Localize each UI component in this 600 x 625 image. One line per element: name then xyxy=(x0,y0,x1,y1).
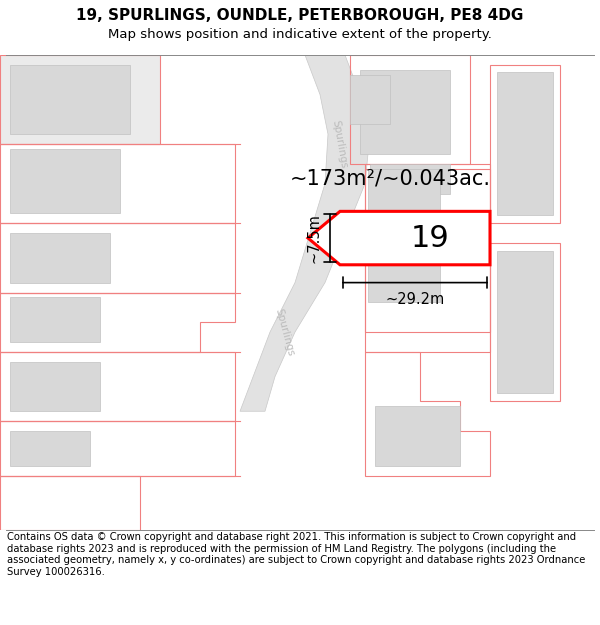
Polygon shape xyxy=(497,251,553,394)
Text: 19, SPURLINGS, OUNDLE, PETERBOROUGH, PE8 4DG: 19, SPURLINGS, OUNDLE, PETERBOROUGH, PE8… xyxy=(76,8,524,23)
Polygon shape xyxy=(375,406,460,466)
Polygon shape xyxy=(10,65,130,134)
Text: Map shows position and indicative extent of the property.: Map shows position and indicative extent… xyxy=(108,28,492,41)
Polygon shape xyxy=(10,233,110,282)
Polygon shape xyxy=(308,211,490,265)
Polygon shape xyxy=(368,169,440,302)
Polygon shape xyxy=(10,362,100,411)
Text: Contains OS data © Crown copyright and database right 2021. This information is : Contains OS data © Crown copyright and d… xyxy=(7,532,586,577)
Polygon shape xyxy=(10,149,120,213)
Polygon shape xyxy=(370,164,450,194)
Polygon shape xyxy=(240,55,370,411)
Polygon shape xyxy=(0,55,160,144)
Text: ~29.2m: ~29.2m xyxy=(385,292,445,308)
Polygon shape xyxy=(497,72,553,215)
Polygon shape xyxy=(360,70,450,154)
Text: 19: 19 xyxy=(410,224,449,253)
Polygon shape xyxy=(350,75,390,124)
Polygon shape xyxy=(10,431,90,466)
Text: ~7.5m: ~7.5m xyxy=(307,213,322,263)
Text: ~173m²/~0.043ac.: ~173m²/~0.043ac. xyxy=(290,169,491,189)
Polygon shape xyxy=(10,298,100,342)
Text: Spurlings: Spurlings xyxy=(331,119,349,169)
Text: Spurlings: Spurlings xyxy=(274,307,296,357)
